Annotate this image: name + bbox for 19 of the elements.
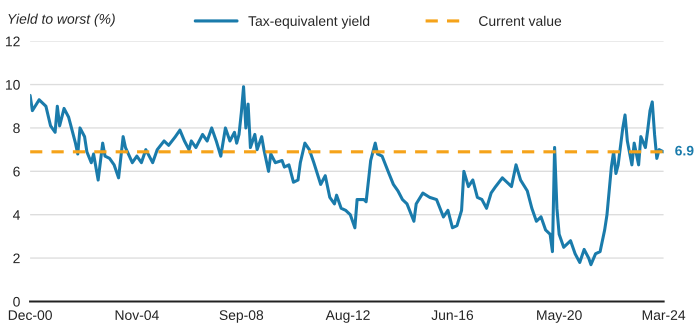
x-tick-label: May-20 bbox=[537, 310, 582, 323]
x-tick-label: Aug-12 bbox=[326, 310, 370, 323]
legend-label: Tax-equivalent yield bbox=[248, 16, 370, 29]
x-tick-label: Jun-16 bbox=[431, 310, 474, 320]
x-tick-label: Sep-08 bbox=[220, 310, 264, 323]
line-series bbox=[30, 85, 664, 266]
y-axis-title: Yield to worst (%) bbox=[8, 14, 115, 27]
y-tick-label: 6 bbox=[13, 166, 20, 177]
x-tick-label: Nov-04 bbox=[116, 310, 159, 320]
y-tick-label: 2 bbox=[13, 253, 20, 264]
y-tick-label: 0 bbox=[13, 296, 20, 307]
x-tick-label: Dec-00 bbox=[8, 310, 52, 320]
legend-label: Current value bbox=[479, 16, 562, 26]
y-tick-label: 10 bbox=[6, 80, 20, 90]
y-tick-label: 12 bbox=[6, 36, 20, 46]
y-tick-label: 8 bbox=[13, 123, 20, 134]
x-tick-label: Mar-24 bbox=[642, 310, 686, 320]
y-tick-label: 4 bbox=[12, 210, 20, 220]
annotation: 6.9 bbox=[675, 146, 694, 156]
